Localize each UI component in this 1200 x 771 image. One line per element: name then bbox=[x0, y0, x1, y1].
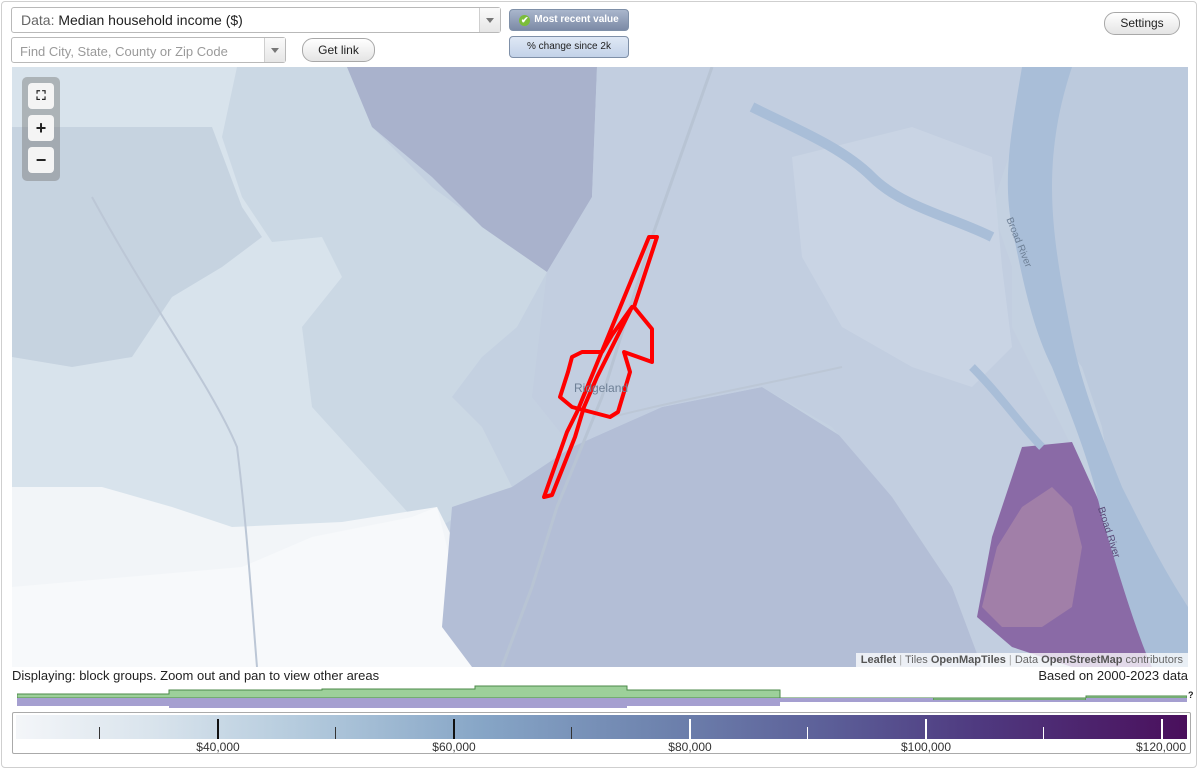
place-label-ridgeland: Ridgeland bbox=[574, 381, 629, 395]
map-highlight-ridgeland bbox=[542, 235, 659, 499]
data-selected-value: Median household income ($) bbox=[58, 12, 243, 28]
search-dropdown-button[interactable] bbox=[264, 38, 285, 62]
map-region-far-east bbox=[1022, 67, 1188, 667]
map-view[interactable]: Ridgeland Broad River Broad River ⛶ + − … bbox=[12, 67, 1188, 667]
map-road-main bbox=[500, 67, 714, 667]
map-river-branch-2 bbox=[969, 364, 1045, 450]
checkmark-icon: ✔ bbox=[519, 15, 531, 26]
get-link-button[interactable]: Get link bbox=[302, 38, 375, 62]
legend-minor-tick bbox=[807, 727, 808, 739]
percent-change-toggle[interactable]: % change since 2k bbox=[509, 36, 629, 58]
map-region-sw-light bbox=[12, 507, 482, 667]
legend-major-tick bbox=[925, 719, 927, 739]
map-river-branch bbox=[749, 102, 995, 242]
attribution-osm-link[interactable]: OpenStreetMap bbox=[1041, 654, 1123, 666]
legend-major-tick bbox=[1161, 719, 1163, 739]
attribution-tiles-link[interactable]: OpenMapTiles bbox=[930, 654, 1006, 666]
settings-button[interactable]: Settings bbox=[1104, 12, 1180, 35]
attribution-data-suffix: contributors bbox=[1125, 654, 1183, 666]
legend-label: $80,000 bbox=[668, 740, 712, 754]
map-region-west-light bbox=[12, 127, 262, 367]
map-river-broad bbox=[1007, 67, 1188, 667]
attribution-tiles-prefix: Tiles bbox=[904, 654, 928, 666]
plus-icon: + bbox=[35, 118, 47, 138]
zoom-in-button[interactable]: + bbox=[28, 115, 54, 141]
attribution-data-prefix: Data bbox=[1014, 654, 1039, 666]
data-selector[interactable]: Data: Median household income ($) bbox=[11, 7, 501, 33]
map-region-se-pink bbox=[982, 487, 1082, 627]
zoom-control: ⛶ + − bbox=[22, 77, 60, 181]
chevron-down-icon bbox=[271, 48, 279, 53]
legend-label: $120,000 bbox=[1135, 740, 1187, 754]
legend-minor-tick bbox=[1043, 727, 1044, 739]
location-search-input[interactable] bbox=[18, 41, 262, 61]
legend-label: $40,000 bbox=[196, 740, 240, 754]
legend-minor-tick bbox=[335, 727, 336, 739]
legend-major-tick bbox=[689, 719, 691, 739]
legend-label: $100,000 bbox=[900, 740, 952, 754]
legend-major-tick bbox=[217, 719, 219, 739]
legend-gradient-bar bbox=[16, 715, 1187, 739]
chevron-down-icon bbox=[486, 18, 494, 23]
fit-bounds-button[interactable]: ⛶ bbox=[28, 83, 54, 109]
legend-label: $60,000 bbox=[432, 740, 476, 754]
most-recent-value-label: Most recent value bbox=[534, 14, 619, 25]
data-prefix-label: Data: bbox=[21, 12, 55, 28]
map-road-secondary bbox=[91, 196, 258, 667]
map-region-north-dark bbox=[347, 67, 597, 272]
most-recent-value-toggle[interactable]: ✔ Most recent value bbox=[509, 9, 629, 31]
displaying-note: Displaying: block groups. Zoom out and p… bbox=[12, 668, 380, 683]
histogram-help-icon[interactable]: ? bbox=[1188, 690, 1194, 700]
legend-minor-tick bbox=[99, 727, 100, 739]
map-road-east bbox=[611, 366, 843, 418]
legend-major-tick bbox=[453, 719, 455, 739]
attribution-leaflet-link[interactable]: Leaflet bbox=[860, 654, 897, 666]
legend-minor-tick bbox=[571, 727, 572, 739]
location-search[interactable] bbox=[11, 37, 286, 63]
based-on-note: Based on 2000-2023 data bbox=[1038, 668, 1188, 683]
histogram-purple bbox=[17, 698, 1187, 708]
zoom-out-button[interactable]: − bbox=[28, 147, 54, 173]
map-attribution: Leaflet | Tiles OpenMapTiles | Data Open… bbox=[855, 653, 1188, 667]
color-legend: $40,000 $60,000 $80,000 $100,000 $120,00… bbox=[12, 712, 1191, 754]
histogram-green bbox=[17, 685, 1187, 701]
fit-bounds-icon: ⛶ bbox=[36, 88, 46, 103]
value-histogram bbox=[17, 685, 1187, 708]
data-dropdown-button[interactable] bbox=[479, 8, 500, 32]
map-canvas[interactable] bbox=[12, 67, 1188, 667]
map-region-east-light bbox=[792, 127, 1012, 387]
minus-icon: − bbox=[35, 150, 47, 170]
